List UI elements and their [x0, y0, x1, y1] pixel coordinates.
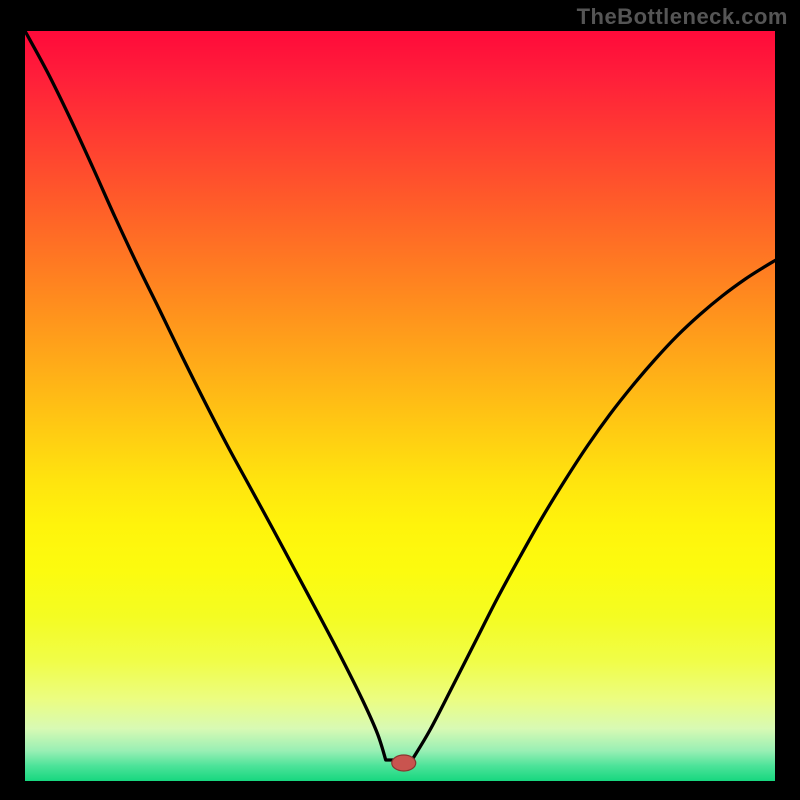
bottleneck-chart	[0, 0, 800, 800]
optimal-point-marker	[392, 755, 416, 771]
chart-background	[25, 31, 775, 781]
